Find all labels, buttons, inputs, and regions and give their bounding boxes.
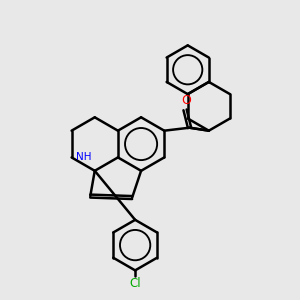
Text: NH: NH bbox=[76, 152, 92, 162]
Text: Cl: Cl bbox=[129, 277, 141, 290]
Text: O: O bbox=[182, 94, 191, 107]
